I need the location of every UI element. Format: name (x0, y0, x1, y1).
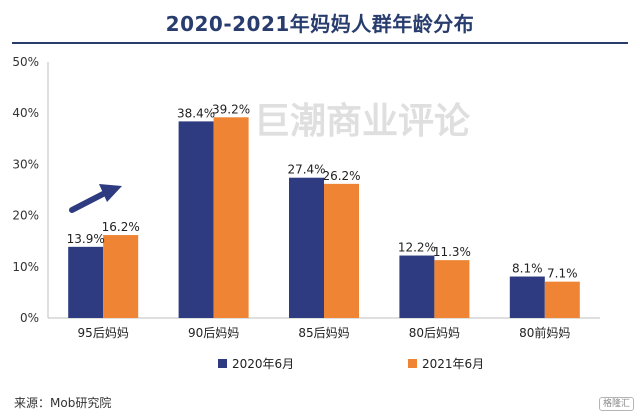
legend: 2020年6月 2021年6月 (218, 357, 484, 371)
x-tick-label: 95后妈妈 (78, 326, 129, 340)
data-labels: 13.9%16.2% 38.4%39.2% 27.4%26.2% 12.2%11.3%… (67, 102, 578, 280)
bar (544, 281, 580, 318)
bar (68, 246, 104, 318)
bar (324, 183, 359, 318)
y-tick-label: 20% (12, 209, 39, 223)
bar-value-label: 38.4% (177, 106, 215, 120)
x-tick-label: 90后妈妈 (188, 326, 239, 340)
y-tick-label: 40% (12, 106, 39, 120)
bar (289, 177, 324, 318)
bar-value-label: 13.9% (67, 232, 105, 246)
bar (103, 235, 139, 318)
axes: 0% 10% 20% 30% 40% 50% 95后妈妈 90后妈妈 85后妈妈 80后妈妈 80前… (12, 55, 600, 340)
bar-value-label: 11.3% (433, 245, 471, 259)
bar (178, 121, 214, 318)
bar-value-label: 7.1% (547, 267, 578, 281)
source-note: 来源：Mob研究院 (14, 396, 112, 410)
legend-swatch (408, 359, 417, 368)
bar (434, 260, 470, 318)
title-underline (12, 42, 628, 44)
bar-value-label: 16.2% (102, 220, 140, 234)
bars (68, 117, 580, 319)
x-tick-label: 80前妈妈 (519, 325, 570, 340)
x-tick-label: 85后妈妈 (298, 326, 349, 340)
legend-label: 2021年6月 (422, 357, 484, 371)
bar (213, 117, 249, 319)
y-tick-label: 0% (20, 311, 39, 325)
bar-value-label: 26.2% (322, 169, 360, 183)
bar-value-label: 27.4% (287, 163, 325, 177)
bar (509, 276, 545, 318)
chart-title: 2020-2021年妈妈人群年龄分布 (165, 12, 475, 36)
x-tick-label: 80后妈妈 (409, 326, 460, 340)
bar-value-label: 12.2% (398, 241, 436, 255)
legend-label: 2020年6月 (232, 357, 294, 371)
trend-arrow-icon (69, 184, 122, 213)
legend-swatch (218, 359, 227, 368)
watermark: 巨潮商业评论 (254, 101, 471, 142)
y-tick-label: 10% (12, 260, 39, 274)
y-tick-label: 30% (12, 157, 39, 171)
bar-value-label: 8.1% (512, 262, 543, 276)
publisher-badge: 格隆汇 (598, 397, 634, 411)
y-tick-label: 50% (12, 55, 39, 69)
bar (399, 255, 435, 318)
bar-value-label: 39.2% (212, 102, 250, 116)
